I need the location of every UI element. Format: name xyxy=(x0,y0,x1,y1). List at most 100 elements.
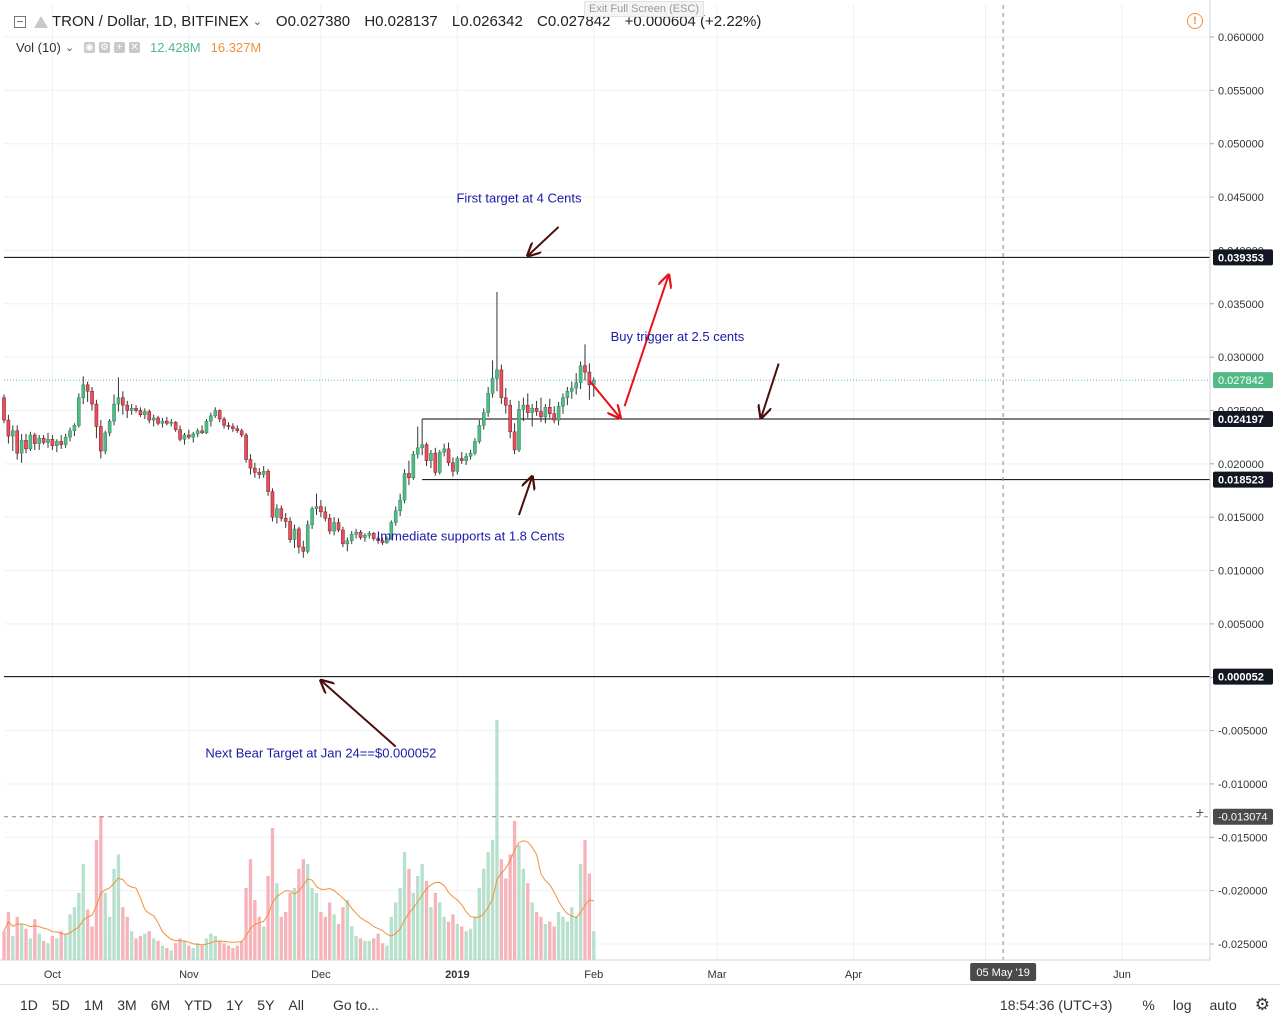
candle-body xyxy=(451,462,455,472)
candle-body xyxy=(341,529,345,545)
gear-icon[interactable]: ⚙ xyxy=(1254,995,1270,1014)
time-tick-label: Nov xyxy=(179,969,199,981)
goto-button[interactable]: Go to... xyxy=(332,997,379,1013)
volume-bar xyxy=(182,940,187,960)
symbol-title[interactable]: TRON / Dollar, 1D, BITFINEX xyxy=(52,13,249,30)
eye-icon[interactable]: ◉ xyxy=(84,42,96,53)
volume-bar xyxy=(222,943,226,960)
price-label-bg xyxy=(1213,249,1273,266)
volume-bar xyxy=(187,945,191,960)
volume-bar xyxy=(19,924,24,960)
annotation-arrow xyxy=(528,226,560,256)
price-label: 0.000052 xyxy=(1218,672,1264,684)
volume-bar xyxy=(292,888,297,960)
range-5d[interactable]: 5D xyxy=(51,997,70,1013)
candle-body xyxy=(151,417,156,421)
candle-body xyxy=(81,384,86,398)
chart-grid xyxy=(4,5,1210,960)
range-ytd[interactable]: YTD xyxy=(184,997,213,1013)
candle-body xyxy=(411,453,416,478)
change-value: +0.000604 (+2.22%) xyxy=(624,13,762,30)
candle-body xyxy=(389,522,394,539)
add-alert-plus-icon[interactable]: + xyxy=(1195,804,1205,820)
volume-bar xyxy=(90,926,94,960)
candle-body xyxy=(407,473,411,478)
candle-body xyxy=(244,434,248,460)
bottom-toolbar: 1D 5D 1M 3M 6M YTD 1Y 5Y All Go to... 18… xyxy=(0,984,1280,1025)
volume-bar xyxy=(129,931,134,960)
volume-bar xyxy=(372,938,376,960)
candle-body xyxy=(19,440,24,454)
candle-body xyxy=(569,387,574,392)
price-axis[interactable]: 0.0600000.0550000.0500000.0450000.040000… xyxy=(1209,0,1273,960)
volume-bar xyxy=(288,892,292,960)
volume-bar xyxy=(358,938,363,960)
price-label: 0.027842 xyxy=(1218,375,1264,387)
annotation-arrow xyxy=(518,477,532,516)
alert-icon[interactable]: ! xyxy=(1187,13,1203,29)
volume-bar xyxy=(499,859,504,960)
collapse-icon[interactable] xyxy=(14,15,26,28)
candle-body xyxy=(222,418,226,426)
range-1d[interactable]: 1D xyxy=(20,997,38,1013)
volume-label[interactable]: Vol (10) xyxy=(16,40,61,55)
candle-body xyxy=(59,441,64,445)
volume-bar xyxy=(178,938,182,960)
candle-body xyxy=(503,397,508,406)
range-all[interactable]: All xyxy=(288,997,304,1013)
price-tick-label: 0.045000 xyxy=(1218,192,1264,204)
candle-body xyxy=(77,397,81,426)
time-axis[interactable]: OctNovDec2019FebMarAprMayJun05 May '19 xyxy=(0,959,1210,981)
candle-body xyxy=(301,546,306,552)
open-value: O0.027380 xyxy=(275,13,351,30)
candle-body xyxy=(191,433,196,438)
candle-body xyxy=(398,499,402,512)
volume-bar xyxy=(468,928,473,960)
volume-bar xyxy=(266,876,270,960)
range-5y[interactable]: 5Y xyxy=(257,997,275,1013)
candle-body xyxy=(358,531,363,538)
plus-icon[interactable]: + xyxy=(114,42,126,53)
volume-bar xyxy=(517,844,521,960)
candle-body xyxy=(173,421,178,430)
volume-bar xyxy=(112,868,116,960)
volume-bar xyxy=(530,902,534,960)
candle-body xyxy=(437,451,442,473)
volume-bar xyxy=(103,892,107,960)
percent-toggle[interactable]: % xyxy=(1142,997,1155,1013)
chevron-down-icon[interactable]: ⌄ xyxy=(64,42,75,54)
volume-bar xyxy=(420,864,424,960)
volume-bar xyxy=(204,938,209,960)
volume-bar xyxy=(143,933,147,960)
close-icon[interactable]: ✕ xyxy=(129,42,141,53)
range-1y[interactable]: 1Y xyxy=(226,997,244,1013)
annotation-arrow xyxy=(761,363,780,418)
volume-bar xyxy=(99,816,103,960)
range-3m[interactable]: 3M xyxy=(117,997,137,1013)
volume-bar xyxy=(138,936,143,960)
volume-bar xyxy=(169,950,173,960)
range-1m[interactable]: 1M xyxy=(83,997,104,1013)
price-tick-label: 0.035000 xyxy=(1218,299,1264,311)
volume-bar xyxy=(50,936,55,960)
volume-bar xyxy=(446,921,451,960)
clock-time[interactable]: 18:54:36 (UTC+3) xyxy=(999,997,1113,1013)
range-6m[interactable]: 6M xyxy=(150,997,171,1013)
volume-bar xyxy=(125,916,129,960)
volume-bar xyxy=(376,933,380,960)
volume-bar xyxy=(59,931,63,960)
log-toggle[interactable]: log xyxy=(1172,997,1192,1013)
volume-bar xyxy=(574,916,578,960)
candle-body xyxy=(217,410,222,420)
chevron-down-icon[interactable]: ⌄ xyxy=(252,16,262,28)
price-tick-label: 0.050000 xyxy=(1218,139,1264,151)
volume-bar xyxy=(235,945,239,960)
exit-fullscreen-hint[interactable]: Exit Full Screen (ESC) xyxy=(584,1,705,17)
volume-bar xyxy=(367,940,371,960)
volume-bar xyxy=(592,931,596,960)
volume-bar xyxy=(195,943,200,960)
auto-toggle[interactable]: auto xyxy=(1209,997,1237,1013)
annotation-label: Next Bear Target at Jan 24==$0.000052 xyxy=(205,745,436,760)
gear-icon[interactable]: ⚙ xyxy=(99,42,111,53)
